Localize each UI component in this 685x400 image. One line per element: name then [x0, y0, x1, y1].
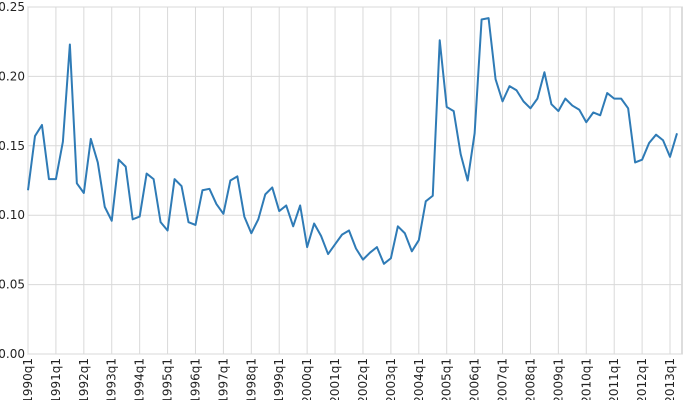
y-tick-label: 0.25 [0, 0, 25, 14]
y-tick-label: 0.05 [0, 278, 25, 292]
x-tick-label: 2008q1 [523, 358, 537, 400]
data-line [27, 17, 678, 265]
x-tick-label: 2007q1 [496, 358, 510, 400]
x-tick-label: 2003q1 [384, 358, 398, 400]
x-tick-label: 2006q1 [468, 358, 482, 400]
x-tick-label: 2010q1 [579, 358, 593, 400]
x-tick-label: 1996q1 [188, 358, 202, 400]
y-tick-label: 0.00 [0, 347, 25, 361]
x-tick-label: 1994q1 [133, 358, 147, 400]
x-tick-label: 1997q1 [216, 358, 230, 400]
x-tick-label: 2004q1 [412, 358, 426, 400]
x-tick-label: 2001q1 [328, 358, 342, 400]
x-tick-label: 2009q1 [551, 358, 565, 400]
x-tick-label: 1999q1 [272, 358, 286, 400]
x-tick-label: 2000q1 [300, 358, 314, 400]
x-tick-label: 2002q1 [356, 358, 370, 400]
y-tick-label: 0.15 [0, 139, 25, 153]
x-tick-label: 2012q1 [635, 358, 649, 400]
y-tick-label: 0.10 [0, 208, 25, 222]
x-tick-label: 1995q1 [161, 358, 175, 400]
plot-frame [27, 6, 683, 355]
x-tick-label: 1991q1 [49, 358, 63, 400]
x-tick-label: 1998q1 [244, 358, 258, 400]
x-tick-label: 2011q1 [607, 358, 621, 400]
x-tick-label: 1990q1 [21, 358, 35, 400]
x-tick-label: 2005q1 [440, 358, 454, 400]
y-tick-label: 0.20 [0, 69, 25, 83]
x-tick-label: 2013q1 [663, 358, 677, 400]
x-tick-label: 1992q1 [77, 358, 91, 400]
x-tick-label: 1993q1 [105, 358, 119, 400]
